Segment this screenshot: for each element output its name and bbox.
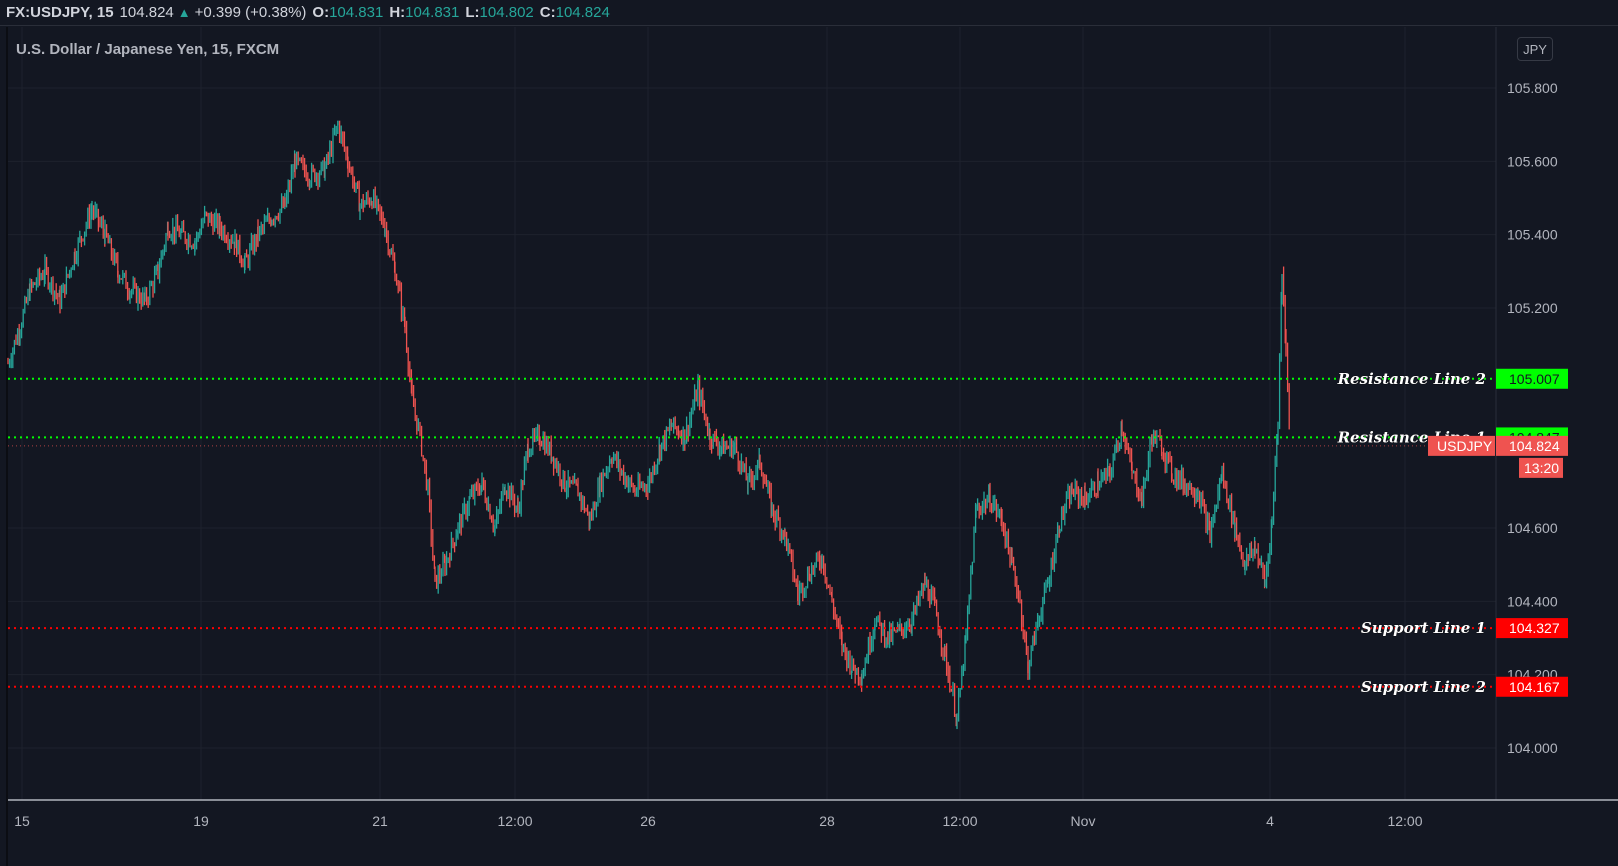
y-tick-label: 105.400 — [1507, 227, 1558, 243]
price-chart[interactable]: 105.800 105.600 105.400 105.200 104.600 104.4… — [0, 27, 1618, 866]
close-value: 104.824 — [555, 4, 610, 21]
support-line-label: Support Line 2 — [1361, 678, 1486, 696]
close-key: C: — [539, 4, 556, 21]
chart-pane[interactable]: 105.800 105.600 105.400 105.200 104.600 104.4… — [0, 27, 1618, 866]
resistance-price-tag-label: 105.007 — [1509, 371, 1560, 387]
countdown-label: 13:20 — [1524, 460, 1559, 476]
symbol-tag — [1428, 435, 1495, 456]
last-price: 104.824 — [119, 4, 174, 21]
support-price-tag-label: 104.327 — [1509, 620, 1560, 636]
symbol-label[interactable]: FX:USDJPY, 15 — [6, 4, 114, 21]
high-key: H: — [389, 4, 406, 21]
symbol-tag-label: USDJPY — [1437, 438, 1493, 454]
low-key: L: — [465, 4, 480, 21]
support-line-label: Support Line 1 — [1361, 619, 1486, 637]
pane-title: U.S. Dollar / Japanese Yen, 15, FXCM — [16, 41, 280, 58]
y-tick-label: 104.400 — [1507, 593, 1558, 609]
up-arrow-icon: ▲ — [177, 5, 191, 20]
x-tick-label: 12:00 — [942, 813, 977, 829]
candlestick-series — [7, 120, 1290, 730]
support-price-tag — [1496, 676, 1568, 697]
x-tick-label: 19 — [193, 813, 209, 829]
resistance-line-label: Resistance Line 2 — [1337, 370, 1486, 388]
x-tick-label: 28 — [819, 813, 835, 829]
low-value: 104.802 — [479, 4, 534, 21]
x-tick-label: 15 — [14, 813, 30, 829]
high-value: 104.831 — [405, 4, 460, 21]
x-tick-label: 26 — [640, 813, 656, 829]
x-tick-label: 12:00 — [497, 813, 532, 829]
open-value: 104.831 — [329, 4, 384, 21]
x-tick-label: 21 — [372, 813, 388, 829]
open-key: O: — [312, 4, 330, 21]
y-tick-label: 105.600 — [1507, 153, 1558, 169]
y-tick-label: 104.600 — [1507, 520, 1558, 536]
y-tick-label: 105.200 — [1507, 300, 1558, 316]
support-price-tag — [1496, 618, 1568, 639]
y-tick-label: 105.800 — [1507, 80, 1558, 96]
x-tick-label: 12:00 — [1387, 813, 1422, 829]
last-price-tag — [1496, 435, 1568, 456]
countdown-tag — [1519, 457, 1563, 478]
resistance-price-tag — [1496, 368, 1568, 389]
currency-button[interactable]: JPY — [1517, 37, 1553, 61]
support-price-tag-label: 104.167 — [1509, 679, 1560, 695]
x-tick-label: Nov — [1071, 813, 1096, 829]
legend-bar: FX:USDJPY, 15 104.824 ▲ +0.399 (+0.38%) … — [0, 0, 1618, 26]
last-price-tag-label: 104.824 — [1509, 438, 1560, 454]
chart-background — [0, 27, 1618, 866]
x-tick-label: 4 — [1266, 813, 1274, 829]
price-change: +0.399 (+0.38%) — [194, 4, 307, 21]
y-tick-label: 104.000 — [1507, 740, 1558, 756]
